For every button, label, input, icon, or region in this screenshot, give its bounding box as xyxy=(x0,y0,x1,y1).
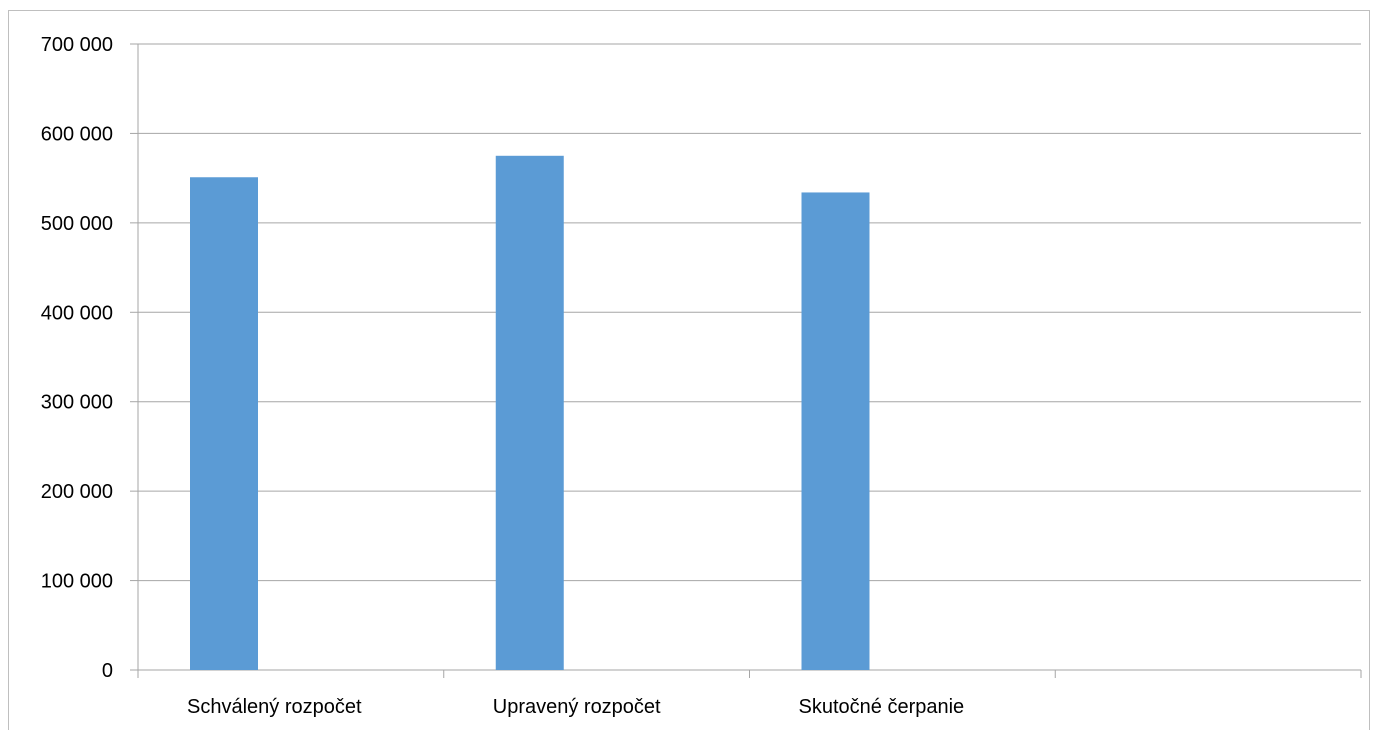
x-tick-label: Schválený rozpočet xyxy=(187,696,362,718)
y-tick-label: 700 000 xyxy=(41,34,113,56)
bar xyxy=(495,155,564,671)
y-tick-label: 200 000 xyxy=(41,481,113,503)
bar xyxy=(801,192,870,671)
y-tick-label: 100 000 xyxy=(41,571,113,593)
y-tick-label: 600 000 xyxy=(41,123,113,145)
chart-frame xyxy=(8,10,1370,730)
bar xyxy=(190,177,258,670)
x-tick-label: Skutočné čerpanie xyxy=(799,696,965,718)
x-tick-label: Upravený rozpočet xyxy=(493,696,661,718)
bars xyxy=(190,155,870,671)
tick-labels: 0 100 000 200 000 300 000 400 000 500 000 600 … xyxy=(41,34,964,718)
y-tick-label: 300 000 xyxy=(41,392,113,414)
gridlines xyxy=(138,43,1361,582)
y-tick-label: 400 000 xyxy=(41,302,113,324)
axes xyxy=(130,43,1362,678)
y-tick-label: 0 xyxy=(102,660,113,682)
y-tick-label: 500 000 xyxy=(41,213,113,235)
